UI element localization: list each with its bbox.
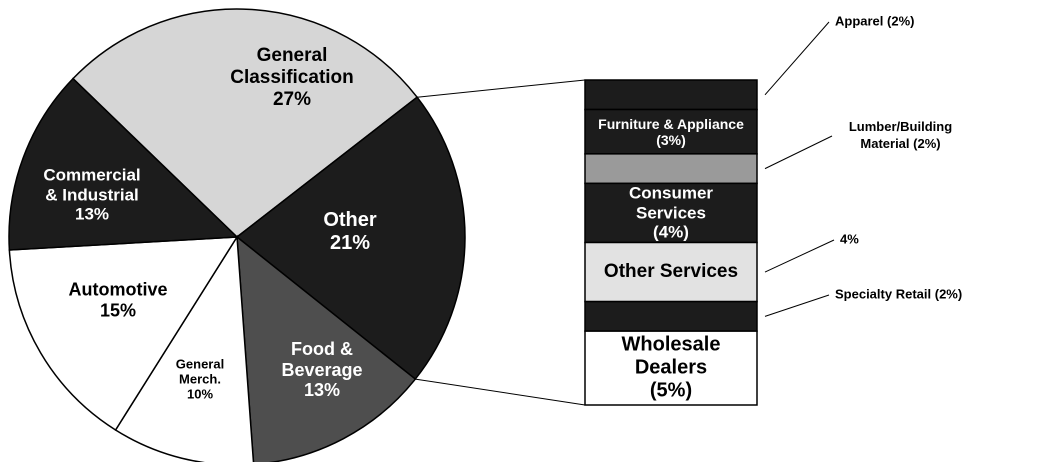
segment-label: Other Services xyxy=(593,261,749,283)
slice-label: Food & Beverage 13% xyxy=(267,339,377,401)
slice-label: General Merch. 10% xyxy=(165,356,235,403)
slice-label: Other 21% xyxy=(305,209,395,255)
segment-value: (2%) xyxy=(913,136,941,151)
slice-name: General Classification xyxy=(230,45,354,89)
pie-slice xyxy=(71,8,419,238)
leader-line xyxy=(764,135,833,170)
segment-label-outside: Specialty Retail (2%) xyxy=(835,287,962,304)
segment-name: Lumber/Building Material xyxy=(848,119,953,151)
segment-name: Other Services xyxy=(603,261,739,283)
slice-value: 10% xyxy=(186,386,214,402)
slice-name: Automotive xyxy=(68,279,168,300)
slice-value: 27% xyxy=(272,88,312,110)
bar-segment xyxy=(584,330,758,406)
slice-label: Commercial & Industrial 13% xyxy=(36,166,148,225)
slice-label: General Classification 27% xyxy=(207,45,377,111)
segment-label: Wholesale Dealers (5%) xyxy=(593,334,749,403)
pie-slice xyxy=(114,234,255,462)
bar-segment xyxy=(584,182,758,244)
bar-segment xyxy=(584,241,758,303)
segment-value: (2%) xyxy=(934,286,963,302)
segment-value: (3%) xyxy=(656,131,686,148)
leader-line xyxy=(764,21,830,96)
segment-name: Furniture & Appliance xyxy=(598,115,744,132)
slice-value: 15% xyxy=(99,300,137,320)
bar-segment xyxy=(584,300,758,332)
segment-label-outside: Apparel (2%) xyxy=(835,14,914,31)
segment-name: Apparel xyxy=(835,13,884,29)
pie-slice xyxy=(235,96,466,381)
slice-name: Commercial & Industrial xyxy=(43,165,141,205)
pie-slice xyxy=(8,77,239,251)
segment-label-outside: Lumber/Building Material (2%) xyxy=(838,119,963,153)
slice-value: 21% xyxy=(329,232,371,254)
bar-segment xyxy=(584,79,758,111)
slice-name: General Merch. xyxy=(175,356,225,387)
segment-value: (2%) xyxy=(887,13,915,29)
slice-value: 13% xyxy=(74,204,110,224)
leader-line xyxy=(764,294,830,317)
bar-segment xyxy=(584,108,758,155)
leader-line xyxy=(764,239,835,273)
slice-name: Other xyxy=(323,209,377,231)
segment-value: (4%) xyxy=(653,222,689,242)
segment-value: (5%) xyxy=(649,379,693,402)
pie-slice xyxy=(8,236,239,432)
segment-name: Consumer Services xyxy=(628,183,714,223)
slice-label: Automotive 15% xyxy=(53,279,183,320)
segment-label: Consumer Services (4%) xyxy=(593,184,749,243)
segment-name: Wholesale Dealers xyxy=(621,333,721,379)
slice-name: Food & Beverage xyxy=(281,338,363,380)
slice-value: 13% xyxy=(303,380,341,401)
segment-label-outside: 4% xyxy=(840,232,859,249)
segment-label: Furniture & Appliance (3%) xyxy=(593,116,749,148)
pie-slice xyxy=(236,235,417,462)
connector xyxy=(417,79,586,98)
connector xyxy=(415,378,586,406)
bar-segment xyxy=(584,153,758,185)
segment-name: Specialty Retail xyxy=(835,286,932,302)
segment-value: 4% xyxy=(840,231,859,247)
